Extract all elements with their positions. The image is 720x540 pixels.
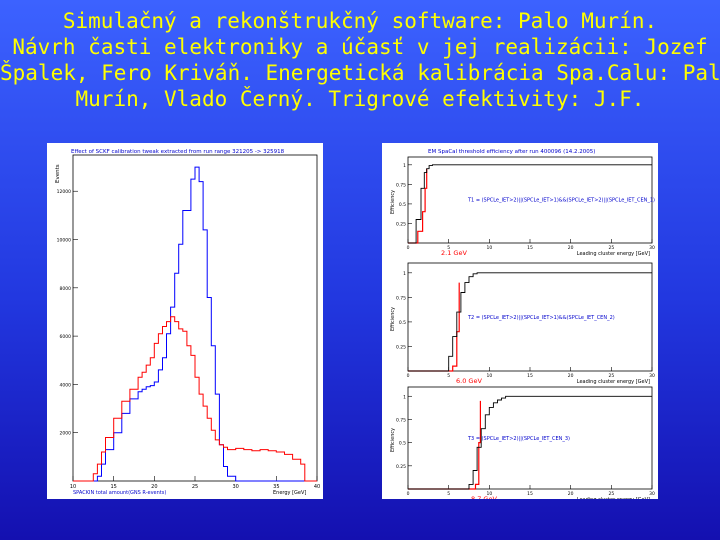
x-tick-label: 15 [527,373,533,379]
efficiency-black-curve [408,395,652,490]
x-tick-label: 5 [447,245,450,251]
efficiency-black-curve [408,164,652,244]
x-tick-label: 15 [527,245,533,251]
title-line: Murín, Vlado Černý. Trigrové efektivity:… [75,87,645,111]
subplot-xlabel: Leading cluster energy [GeV] [577,379,650,385]
energy-histogram-panel: Effect of SCKF calibration tweak extract… [47,143,323,499]
x-tick-label: 20 [568,245,574,251]
histogram-series-line-red [73,316,317,482]
y-tick-label: 12000 [57,189,71,195]
x-tick-label: 15 [527,491,533,497]
histogram-xlabel: SPACKIN total amount(GNS R-events) [73,490,166,496]
x-tick-label: 25 [608,245,614,251]
y-tick-label: 0.75 [396,295,406,301]
y-tick-label: 2000 [60,431,72,437]
subplot-ylabel: Efficiency [390,190,396,214]
y-tick-label: 6000 [60,334,72,340]
y-tick-label: 1 [403,271,406,277]
threshold-red-curve [408,282,460,372]
x-tick-label: 25 [608,373,614,379]
histogram-frame [72,154,318,482]
y-tick-label: 1 [403,163,406,169]
histogram-series [73,166,317,482]
histogram-ylabel: Events [55,164,61,183]
y-tick-label: 0.5 [399,202,406,208]
efficiency-panel: EM SpaCal threshold efficiency after run… [382,143,658,499]
subplot-ylabel: Efficiency [390,428,396,452]
x-tick-label: 10 [486,491,492,497]
subplot-xlabel: Leading cluster energy [GeV] [577,497,650,499]
trigger-equation: T2 = (SPCLe_IET>2)||(SPCLe_IET>1)&&(SPCL… [467,315,615,321]
trigger-equation: T3 = (SPCLe_IET>2)||(SPCLe_IET_CEN_3) [467,436,570,442]
threshold-label: 6.0 GeV [456,377,482,385]
slide-title: Simulačný a rekonštrukčný software: Palo… [0,8,720,112]
threshold-label: 2.1 GeV [441,249,467,257]
x-tick-label: 30 [649,373,655,379]
x-tick-label: 25 [192,484,198,490]
x-tick-label: 0 [407,245,410,251]
y-tick-label: 0.75 [396,182,406,188]
energy-histogram-svg: Effect of SCKF calibration tweak extract… [55,149,320,496]
x-tick-label: 20 [151,484,157,490]
x-tick-label: 40 [314,484,320,490]
title-line: Špalek, Fero Kriváň. Energetická kalibrá… [0,61,720,85]
efficiency-subplot: Efficiency 0 5 10 15 20 25 30 0.25 0.5 0.75 1 T2 = (… [390,262,655,385]
title-line: Simulačný a rekonštrukčný software: Palo… [62,9,658,33]
x-tick-label: 5 [447,491,450,497]
histogram-title: Effect of SCKF calibration tweak extract… [71,149,285,155]
x-tick-label: 30 [649,491,655,497]
title-line: Návrh časti elektroniky a účasť v jej re… [12,35,708,59]
x-tick-label: 20 [568,491,574,497]
histogram-series-line-blue [73,166,317,482]
efficiency-svg: EM SpaCal threshold efficiency after run… [390,149,655,499]
x-tick-label: 30 [232,484,238,490]
y-tick-label: 10000 [57,238,71,244]
x-tick-label: 25 [608,491,614,497]
x-tick-label: 30 [649,245,655,251]
x-tick-label: 0 [407,491,410,497]
y-tick-label: 0.25 [396,344,406,350]
y-tick-label: 4000 [60,382,72,388]
x-tick-label: 10 [486,245,492,251]
y-tick-label: 8000 [60,286,72,292]
subplot-ylabel: Efficiency [390,307,396,331]
threshold-red-curve [408,400,481,490]
x-tick-label: 0 [407,373,410,379]
y-tick-label: 0.25 [396,221,406,227]
threshold-red-curve [408,168,428,244]
efficiency-subplot: Efficiency 0 5 10 15 20 25 30 0.25 0.5 0.75 1 T3 = (… [390,386,655,499]
y-tick-label: 0.5 [399,320,406,326]
x-tick-label: 10 [70,484,76,490]
efficiency-title: EM SpaCal threshold efficiency after run… [428,149,595,155]
y-tick-label: 0.75 [396,417,406,423]
histogram-axes: 10 15 20 25 30 35 40 2000 4000 6000 8000 10000 12000 [57,154,320,490]
x-tick-label: 20 [568,373,574,379]
subplot-xlabel: Leading cluster energy [GeV] [577,251,650,257]
y-tick-label: 0.5 [399,441,406,447]
y-tick-label: 1 [403,394,406,400]
x-tick-label: 35 [273,484,279,490]
x-tick-label: 15 [110,484,116,490]
histogram-xlabel-right: Energy [GeV] [273,490,306,496]
trigger-equation: T1 = (SPCLe_IET>2)||(SPCLe_IET>1)&&(SPCL… [467,198,655,204]
efficiency-black-curve [408,272,652,372]
y-tick-label: 0.25 [396,464,406,470]
efficiency-subplot: Efficiency 0 5 10 15 20 25 30 0.25 0.5 0.75 1 T1 = (… [390,156,655,257]
threshold-label: 8.7 GeV [471,495,497,499]
x-tick-label: 5 [447,373,450,379]
x-tick-label: 10 [486,373,492,379]
